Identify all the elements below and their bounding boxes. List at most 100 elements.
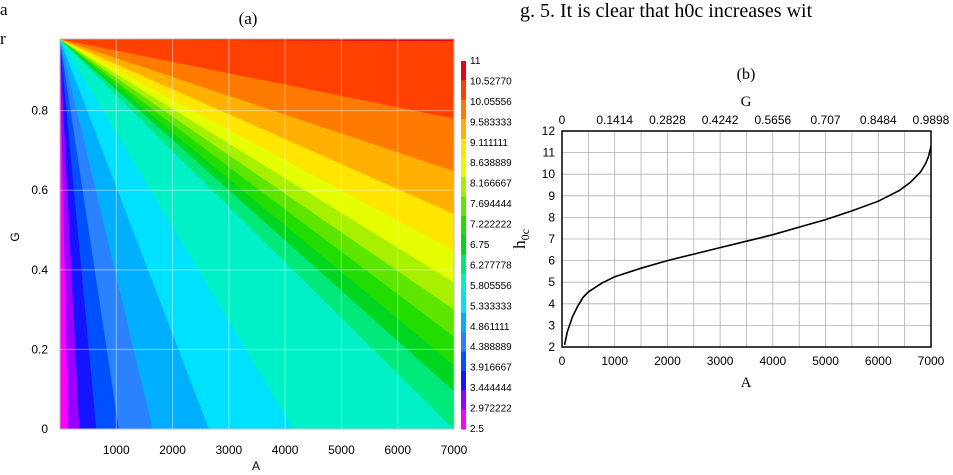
contour-band — [60, 39, 454, 172]
colorbar-label: 6.277778 — [470, 260, 512, 271]
colorbar-label: 9.583333 — [470, 117, 512, 128]
chart-a: (a) 1000 2000 3000 4000 5000 6000 7000 0 0.2 0.4… — [8, 9, 512, 473]
chart-b-plot-frame — [561, 130, 932, 348]
colorbar-swatch — [461, 80, 466, 101]
y-tick-label: 2 — [548, 340, 555, 354]
y-tick-label: 0.2 — [31, 342, 48, 356]
x-tick-label: 2000 — [654, 354, 681, 368]
contour-band — [60, 39, 454, 310]
y-tick-label: 0.8 — [31, 104, 48, 118]
chart-b-grid — [561, 130, 932, 348]
top-tick-label: 0 — [559, 113, 566, 127]
colorbar-label: 3.444444 — [470, 383, 512, 394]
y-tick-label: 3 — [548, 318, 555, 332]
colorbar-swatch — [461, 119, 466, 139]
colorbar-swatch — [461, 274, 466, 294]
chart-b-x-tick-labels: 0 1000 2000 3000 4000 5000 6000 7000 — [559, 354, 945, 368]
y-tick-label: 0.6 — [31, 183, 48, 197]
colorbar-label: 10.05556 — [470, 97, 512, 108]
chart-a-x-tick-labels: 1000 2000 3000 4000 5000 6000 7000 — [103, 443, 468, 457]
x-tick-label: 0 — [559, 354, 566, 368]
y-tick-label: 7 — [548, 232, 555, 246]
contour-band — [60, 39, 454, 429]
colorbar-swatch — [461, 235, 466, 256]
y-tick-label: 6 — [548, 254, 555, 268]
chart-a-y-axis-label: G — [8, 232, 22, 241]
chart-a-colorbar: 11 10.52770 10.05556 9.583333 9.111111 8.6388… — [461, 56, 512, 435]
x-tick-label: 5000 — [812, 354, 839, 368]
colorbar-swatch — [461, 196, 466, 217]
colorbar-label: 7.694444 — [470, 199, 512, 210]
colorbar-swatch — [461, 61, 466, 81]
colorbar-label: 4.388889 — [470, 342, 512, 353]
chart-b-x-axis-label: A — [741, 375, 752, 391]
colorbar-label: 2.972222 — [470, 404, 512, 415]
colorbar-swatch — [461, 390, 466, 411]
colorbar-label: 7.222222 — [470, 220, 512, 231]
contour-band — [60, 39, 454, 119]
colorbar-label: 3.916667 — [470, 363, 512, 374]
y-tick-label: 5 — [548, 275, 555, 289]
colorbar-label: 9.111111 — [470, 138, 508, 149]
colorbar-swatch — [461, 312, 466, 333]
background-sentence-fragment: g. 5. It is clear that h0c increases wit — [520, 0, 813, 22]
colorbar-swatch — [461, 351, 466, 372]
chart-a-x-axis-label: A — [252, 459, 260, 473]
x-tick-label: 1000 — [103, 443, 130, 457]
y-tick-label: 11 — [543, 146, 556, 160]
colorbar-swatch — [461, 293, 466, 314]
x-tick-label: 3000 — [707, 354, 734, 368]
colorbar-swatch — [461, 138, 466, 159]
contour-band — [60, 39, 454, 392]
colorbar-label: 8.638889 — [470, 158, 512, 169]
top-tick-label: 0.8484 — [860, 113, 897, 127]
colorbar-label: 5.333333 — [470, 301, 512, 312]
colorbar-label: 6.75 — [470, 240, 490, 251]
chart-a-y-tick-labels: 0 0.2 0.4 0.6 0.8 — [31, 104, 48, 436]
chart-b-series-line — [563, 145, 932, 345]
x-tick-label: 7000 — [918, 354, 945, 368]
colorbar-label: 2.5 — [470, 424, 484, 435]
chart-b-y-tick-labels: 2 3 4 5 6 7 8 9 10 11 12 — [542, 124, 556, 354]
top-tick-label: 0.4242 — [702, 113, 739, 127]
colorbar-swatch — [461, 215, 466, 236]
y-tick-label: 0.4 — [31, 263, 48, 277]
colorbar-label: 5.805556 — [470, 281, 512, 292]
colorbar-swatch — [461, 254, 466, 275]
top-tick-label: 0.9898 — [913, 113, 950, 127]
x-tick-label: 6000 — [865, 354, 892, 368]
x-tick-label: 4000 — [760, 354, 787, 368]
contour-band — [60, 39, 454, 337]
colorbar-label: 4.861111 — [470, 322, 510, 333]
chart-b-title: (b) — [737, 66, 756, 83]
colorbar-swatch — [461, 370, 466, 391]
y-tick-label: 0 — [41, 422, 48, 436]
chart-a-contour-bands — [60, 39, 454, 429]
top-tick-label: 0.1414 — [596, 113, 633, 127]
colorbar-swatch — [461, 409, 466, 430]
colorbar-swatch — [461, 177, 466, 198]
chart-a-plot-frame — [59, 38, 455, 430]
contour-band — [60, 39, 454, 252]
top-tick-label: 0.2828 — [649, 113, 686, 127]
background-char-r: r — [0, 29, 6, 48]
colorbar-label: 11 — [470, 56, 481, 67]
x-tick-label: 6000 — [384, 443, 411, 457]
x-tick-label: 2000 — [159, 443, 186, 457]
y-tick-label: 4 — [548, 297, 555, 311]
chart-a-title: (a) — [239, 9, 258, 28]
chart-b-top-tick-labels: 0 0.1414 0.2828 0.4242 0.5656 0.707 0.8484 0.98… — [559, 113, 950, 127]
y-tick-label: 8 — [548, 210, 555, 224]
chart-b-y-axis-label: h0c — [510, 229, 532, 249]
y-tick-label: 12 — [542, 124, 556, 138]
y-tick-label: 10 — [542, 167, 556, 181]
contour-band — [60, 39, 454, 366]
x-tick-label: 5000 — [328, 443, 355, 457]
contour-band — [60, 39, 454, 215]
x-tick-label: 3000 — [216, 443, 243, 457]
chart-b-top-axis-label: G — [741, 94, 752, 110]
x-tick-label: 4000 — [272, 443, 299, 457]
colorbar-label: 10.52770 — [470, 76, 512, 87]
top-tick-label: 0.707 — [811, 113, 841, 127]
